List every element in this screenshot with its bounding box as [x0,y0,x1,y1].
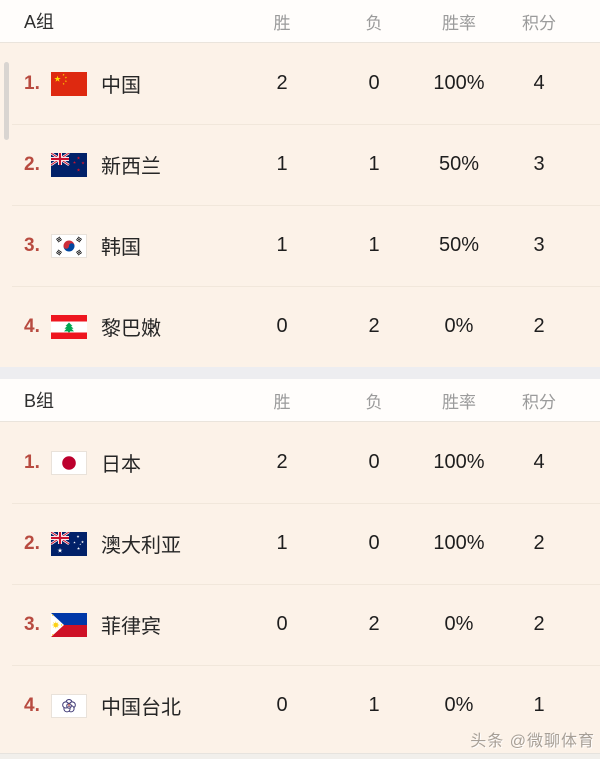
wins-value: 0 [276,315,288,337]
points-value: 4 [533,72,545,94]
points-value: 2 [533,315,545,337]
wins-value: 0 [276,694,288,716]
team-name: 澳大利亚 [101,535,181,557]
losses-value: 2 [368,613,380,635]
rank-label: 3. [24,613,40,635]
wins-value: 1 [276,532,288,554]
rank-label: 1. [24,72,40,94]
table-row-chinese-taipei[interactable]: 4. 中国台北 0 1 0% [0,665,600,746]
points-value: 2 [533,613,545,635]
group-a-table: 1. 中国 2 0 100% 4 2. [0,43,600,367]
south-korea-flag-icon [51,233,87,258]
losses-value: 0 [368,532,380,554]
japan-flag-icon [51,450,87,475]
team-cell: 4. 黎巴嫩 [0,312,236,341]
group-a-header: A组 胜 负 胜率 积分 [0,0,600,43]
wins-value: 2 [276,451,288,473]
losses-value: 0 [368,451,380,473]
team-cell: 2. 新西兰 [0,150,236,179]
column-header-rate: 胜率 [442,392,476,412]
column-header-points: 积分 [522,13,556,33]
column-header-loss: 负 [365,13,383,33]
team-cell: 1. 中国 [0,69,236,98]
rank-label: 1. [24,451,40,473]
section-divider-band [0,367,600,379]
team-cell: 4. 中国台北 [0,691,236,720]
group-b-table: 1. 日本 2 0 100% 4 2. [0,422,600,746]
losses-value: 1 [368,234,380,256]
winrate-value: 100% [433,72,485,94]
winrate-value: 100% [433,451,485,473]
winrate-value: 50% [438,234,480,256]
australia-flag-icon [51,531,87,556]
losses-value: 1 [368,694,380,716]
wins-value: 1 [276,153,288,175]
table-row-lebanon[interactable]: 4. 黎巴嫩 0 2 0% 2 [0,286,600,367]
table-row-japan[interactable]: 1. 日本 2 0 100% 4 [0,422,600,503]
lebanon-flag-icon [51,314,87,339]
losses-value: 2 [368,315,380,337]
points-value: 3 [533,234,545,256]
winrate-value: 50% [438,153,480,175]
points-value: 3 [533,153,545,175]
table-row-australia[interactable]: 2. 澳大利亚 1 0 100% 2 [0,503,600,584]
wins-value: 0 [276,613,288,635]
table-row-china[interactable]: 1. 中国 2 0 100% 4 [0,43,600,124]
winrate-value: 0% [444,315,474,337]
column-header-win: 胜 [273,13,291,33]
rank-label: 2. [24,532,40,554]
team-cell: 1. 日本 [0,448,236,477]
team-name: 韩国 [101,237,141,259]
china-flag-icon [51,71,87,96]
team-cell: 3. 菲律宾 [0,610,236,639]
scrollbar-thumb[interactable] [4,62,9,140]
group-a-label: A组 [24,12,55,32]
team-cell: 3. 韩国 [0,231,236,260]
team-name: 中国台北 [101,697,181,719]
table-row-new-zealand[interactable]: 2. 新西兰 1 1 50% 3 [0,124,600,205]
new-zealand-flag-icon [51,152,87,177]
team-name: 中国 [101,75,141,97]
rank-label: 3. [24,234,40,256]
column-header-win: 胜 [273,392,291,412]
column-header-rate: 胜率 [442,13,476,33]
table-row-philippines[interactable]: 3. 菲律宾 0 2 0% 2 [0,584,600,665]
losses-value: 0 [368,72,380,94]
rank-label: 2. [24,153,40,175]
winrate-value: 0% [444,613,474,635]
rank-label: 4. [24,315,40,337]
rank-label: 4. [24,694,40,716]
bottom-edge-strip [0,753,600,759]
table-row-south-korea[interactable]: 3. 韩国 1 1 50% 3 [0,205,600,286]
wins-value: 1 [276,234,288,256]
points-value: 4 [533,451,545,473]
wins-value: 2 [276,72,288,94]
chinese-taipei-flag-icon [51,693,87,718]
points-value: 1 [533,694,545,716]
philippines-flag-icon [51,612,87,637]
team-name: 黎巴嫩 [101,318,161,340]
losses-value: 1 [368,153,380,175]
bottom-area [0,746,600,759]
points-value: 2 [533,532,545,554]
team-name: 新西兰 [101,156,161,178]
team-cell: 2. 澳大利亚 [0,529,236,558]
team-name: 日本 [101,454,141,476]
team-name: 菲律宾 [101,616,161,638]
column-header-points: 积分 [522,392,556,412]
winrate-value: 0% [444,694,474,716]
group-b-header: B组 胜 负 胜率 积分 [0,379,600,422]
column-header-loss: 负 [365,392,383,412]
winrate-value: 100% [433,532,485,554]
watermark-label: 头条 @微聊体育 [470,733,595,750]
group-b-label: B组 [24,391,55,411]
